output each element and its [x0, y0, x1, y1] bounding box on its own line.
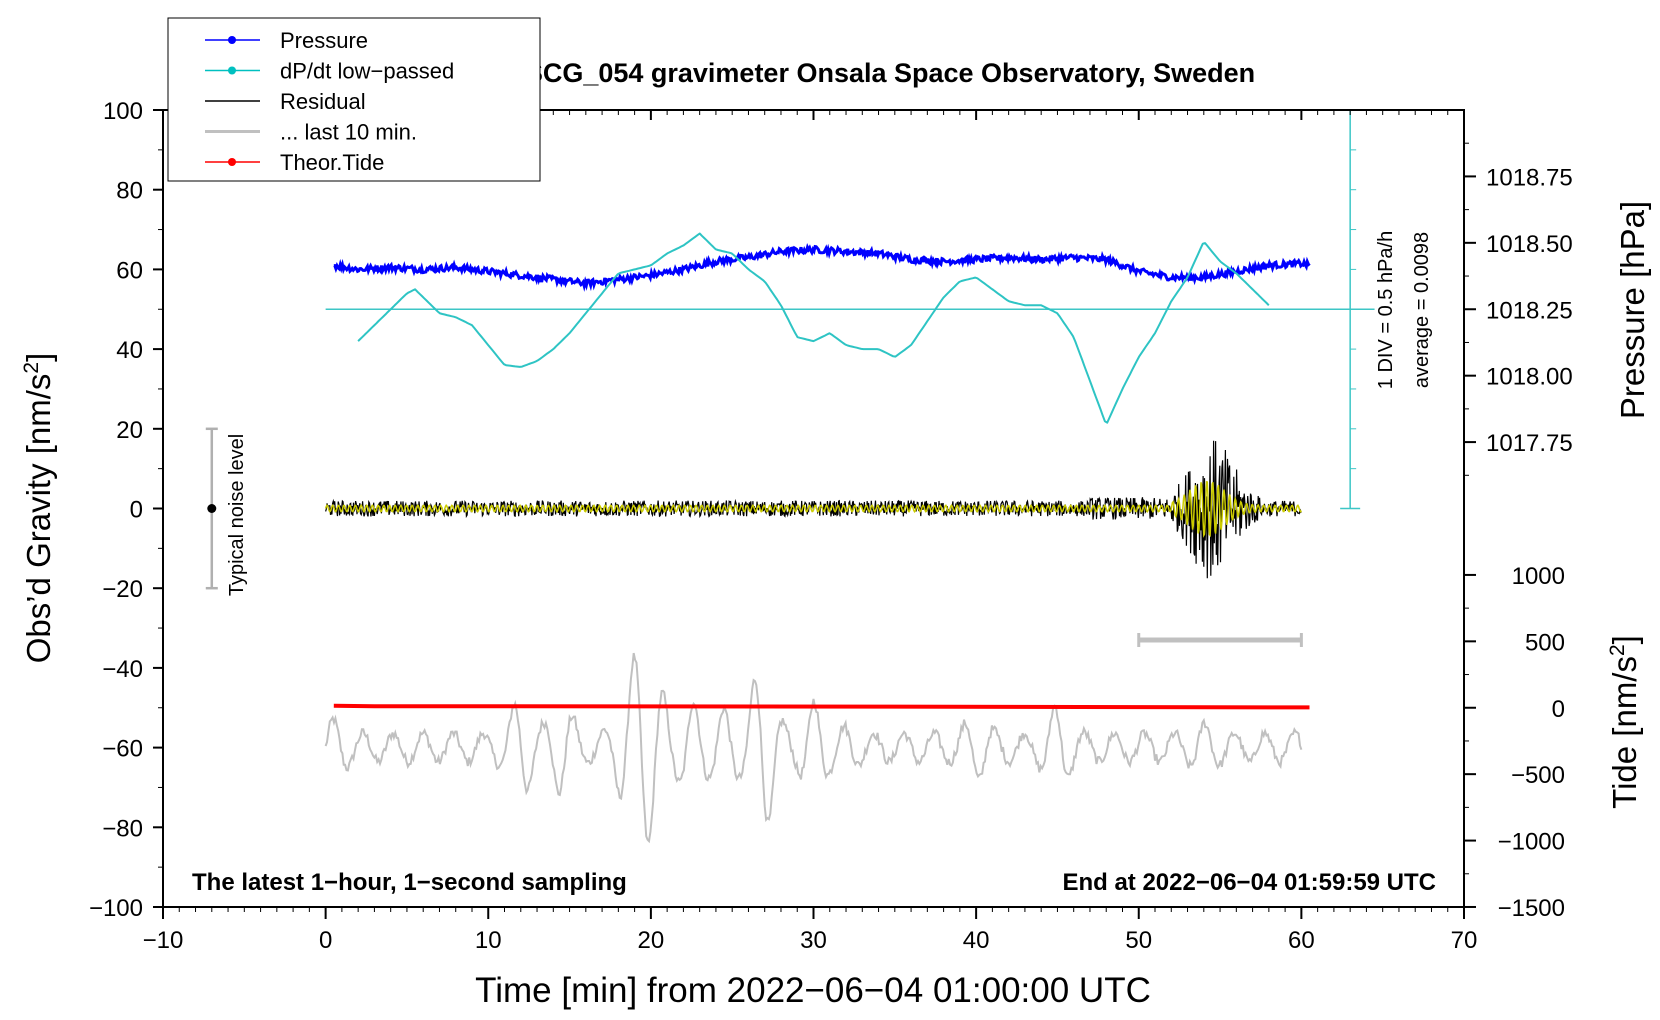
y-tick-label-left: −20 — [102, 576, 143, 603]
scale-average-label: average = 0.0098 — [1411, 232, 1433, 388]
chart-title: SCG_054 gravimeter Onsala Space Observat… — [525, 58, 1255, 88]
y-axis-left: −100 −80 −60 −40 −20 0 20 40 60 80 100 — [89, 98, 163, 922]
x-tick-label: 40 — [963, 927, 990, 954]
legend-marker — [228, 36, 236, 44]
tide-line — [333, 703, 1310, 710]
y-tick-label-left: −40 — [102, 656, 143, 683]
y-tick-label-left: −100 — [89, 895, 143, 922]
x-tick-label: 60 — [1288, 927, 1315, 954]
footer-left: The latest 1−hour, 1−second sampling — [192, 869, 627, 896]
x-tick-label: 50 — [1125, 927, 1152, 954]
y-axis-left-label: Obs’d Gravity [nm/s2] — [20, 353, 57, 664]
y-axis-left-label-end: ] — [20, 353, 57, 362]
dpdt-line — [357, 232, 1270, 424]
y-tick-label-left: 40 — [116, 337, 143, 364]
y-tick-label-left: 100 — [103, 98, 143, 125]
tide-tick-label: 1000 — [1512, 563, 1565, 590]
y-tick-label-left: 60 — [116, 257, 143, 284]
last-10min-line — [324, 652, 1303, 844]
y-tick-label-left: 0 — [130, 497, 143, 524]
y-tick-label-left: 80 — [116, 178, 143, 205]
pressure-tick-label: 1018.25 — [1486, 297, 1573, 324]
y-axis-tide-label-end: ] — [1606, 635, 1643, 644]
tide-tick-label: 0 — [1552, 696, 1565, 723]
legend-marker — [228, 66, 236, 75]
y-tick-label-left: −60 — [102, 736, 143, 763]
pressure-tick-label: 1017.75 — [1486, 430, 1573, 457]
pressure-line — [333, 242, 1311, 292]
x-tick-label: 10 — [475, 927, 502, 954]
y-tick-label-left: 20 — [116, 417, 143, 444]
legend-box — [167, 17, 541, 182]
tide-tick-label: −1500 — [1498, 895, 1565, 922]
x-tick-label: 30 — [800, 927, 827, 954]
y-axis-right-pressure: 1017.75 1018.00 1018.25 1018.50 1018.75 — [1464, 142, 1573, 476]
y-tick-label-left: −80 — [102, 815, 143, 842]
residual-filtered-line — [324, 481, 1303, 538]
y-axis-tide-label-sup: 2 — [1606, 644, 1629, 656]
y-axis-left-label-sup: 2 — [20, 362, 43, 374]
x-tick-label: 20 — [638, 927, 665, 954]
scale-div-label: 1 DIV = 0.5 hPa/h — [1375, 231, 1397, 389]
tide-tick-label: 500 — [1525, 629, 1565, 656]
legend-label: dP/dt low−passed — [280, 59, 454, 84]
noise-level-center-dot — [207, 504, 217, 513]
pressure-tick-label: 1018.50 — [1486, 231, 1573, 258]
x-axis-label: Time [min] from 2022−06−04 01:00:00 UTC — [475, 971, 1151, 1010]
y-axis-pressure-label: Pressure [hPa] — [1614, 201, 1651, 419]
legend-label: Residual — [280, 89, 366, 114]
legend: Pressure dP/dt low−passed Residual ... last… — [167, 17, 541, 182]
x-tick-label: 0 — [319, 927, 332, 954]
y-axis-tide-label-text: Tide [nm/s — [1606, 656, 1643, 809]
tide-tick-label: −1000 — [1498, 829, 1565, 856]
legend-label: ... last 10 min. — [280, 120, 417, 145]
noise-level-label: Typical noise level — [226, 434, 248, 596]
y-axis-left-label-text: Obs’d Gravity [nm/s — [20, 374, 57, 664]
plot-area — [205, 109, 1375, 844]
pressure-tick-label: 1018.00 — [1486, 364, 1573, 391]
x-axis: −10 0 10 20 30 40 50 60 70 — [143, 110, 1478, 954]
footer-right: End at 2022−06−04 01:59:59 UTC — [1062, 869, 1436, 896]
y-axis-tide-label: Tide [nm/s2] — [1606, 635, 1643, 809]
legend-label: Pressure — [280, 28, 368, 53]
legend-marker — [228, 158, 236, 166]
tide-tick-label: −500 — [1511, 762, 1565, 789]
x-tick-label: −10 — [143, 927, 184, 954]
y-axis-right-tide: −1500 −1000 −500 0 500 1000 — [1464, 563, 1565, 922]
legend-label: Theor.Tide — [280, 150, 384, 175]
x-tick-label: 70 — [1451, 927, 1478, 954]
pressure-tick-label: 1018.75 — [1486, 164, 1573, 191]
